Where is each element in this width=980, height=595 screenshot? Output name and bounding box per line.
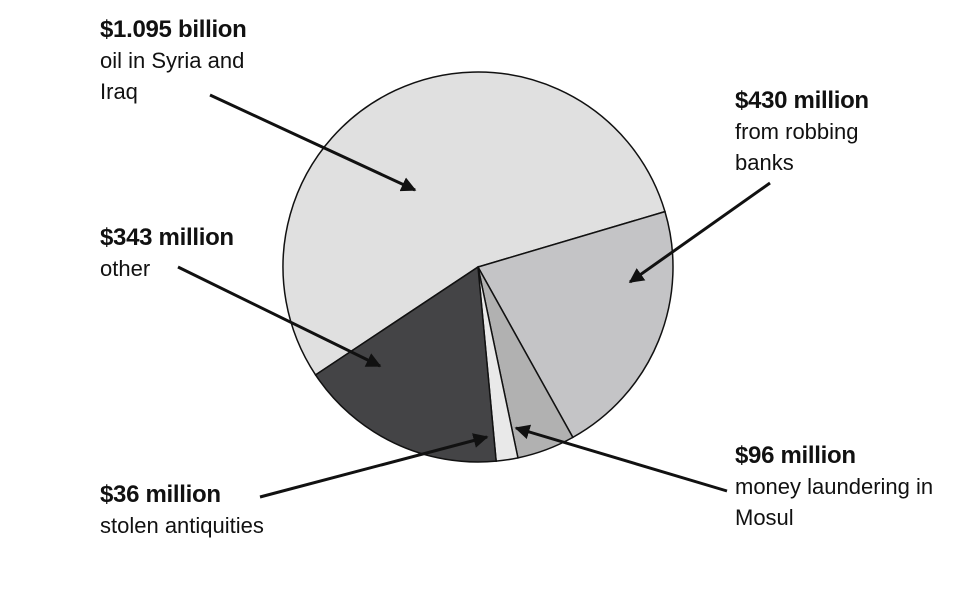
slice-label: $96 million money laundering in Mosul bbox=[735, 440, 955, 533]
category-label: oil in Syria and Iraq bbox=[100, 48, 245, 104]
slice-label: $1.095 billion oil in Syria and Iraq bbox=[100, 14, 250, 107]
arrow bbox=[514, 424, 728, 493]
pie-slice bbox=[282, 71, 666, 376]
pie-slice bbox=[476, 210, 674, 439]
category-label: money laundering in Mosul bbox=[735, 474, 934, 530]
slice-label: $430 million from robbing banks bbox=[735, 85, 905, 178]
value-label: $96 million bbox=[735, 442, 856, 469]
value-label: $343 million bbox=[100, 224, 234, 251]
category-label: other bbox=[100, 256, 151, 281]
slice-label: $36 million stolen antiquities bbox=[100, 479, 360, 541]
pie-slice bbox=[314, 265, 497, 463]
value-label: $1.095 billion bbox=[100, 16, 247, 43]
arrow bbox=[209, 93, 417, 192]
value-label: $430 million bbox=[735, 87, 869, 114]
slice-label: $343 million other bbox=[100, 222, 250, 284]
pie bbox=[282, 71, 674, 463]
value-label: $36 million bbox=[100, 481, 221, 508]
arrow bbox=[259, 433, 489, 499]
category-label: from robbing banks bbox=[735, 119, 859, 175]
arrow bbox=[628, 181, 771, 284]
arrows bbox=[177, 93, 771, 499]
category-label: stolen antiquities bbox=[100, 513, 264, 538]
arrow bbox=[177, 265, 382, 368]
